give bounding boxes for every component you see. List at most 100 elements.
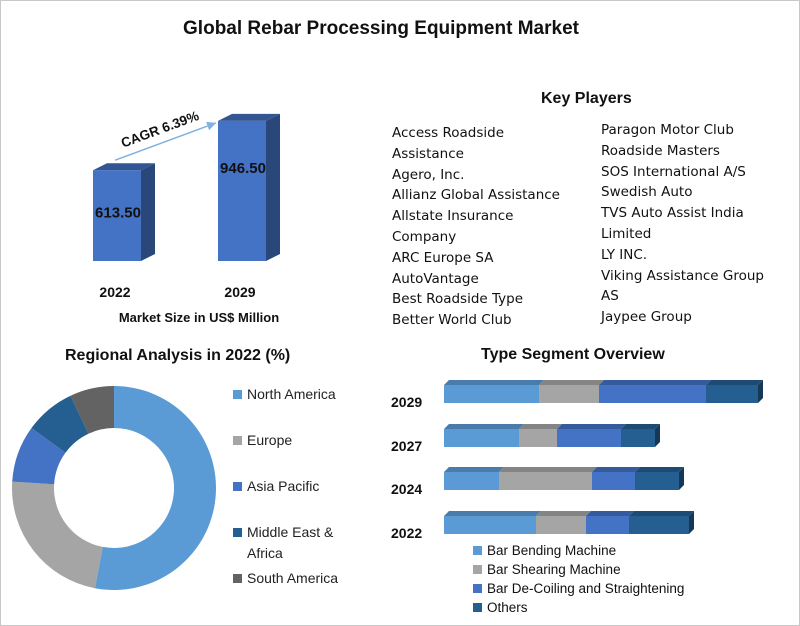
- key-player-line: Limited: [601, 225, 652, 242]
- legend-label: Asia Pacific: [247, 476, 319, 497]
- donut-slice-north-america: [94, 386, 217, 590]
- type-segment-title: Type Segment Overview: [481, 346, 665, 363]
- key-player-line: Access Roadside: [392, 125, 505, 141]
- donut-slice-middle-east-africa: [31, 395, 89, 453]
- bar-end: [655, 424, 660, 447]
- key-player-line: AutoVantage: [392, 270, 479, 287]
- segment-others: [629, 516, 689, 534]
- segment-bar-shearing-machine: [539, 385, 599, 403]
- key-player-line: Jaypee Group: [601, 309, 692, 326]
- legend-label-line: South America: [247, 570, 339, 586]
- legend-label-line: Asia Pacific: [247, 478, 320, 494]
- bar-2029: [218, 120, 266, 261]
- segment-bar-bending-machine: [444, 429, 519, 447]
- page-title: Global Rebar Processing Equipment Market: [183, 18, 579, 39]
- cagr-arrow: [114, 121, 217, 161]
- segment-bar-bending-machine: [444, 516, 536, 534]
- segment-bar-de-coiling-and-straightening: [592, 472, 635, 490]
- segment-bar-bending-machine: [444, 385, 539, 403]
- key-player-line: Best Roadside Type: [392, 291, 524, 308]
- legend-label: Bar De-Coiling and Straightening: [487, 581, 685, 596]
- segment-top: [444, 424, 524, 429]
- legend-label: Bar Bending Machine: [487, 543, 617, 558]
- key-players-left-column: Access Roadside Assistance Agero, Inc. Alli…: [392, 123, 560, 331]
- legend-swatch: [233, 390, 242, 399]
- legend-label-line: North America: [247, 386, 336, 402]
- segment-top: [539, 380, 604, 385]
- key-player-line: Company: [392, 228, 457, 245]
- segment-top: [586, 511, 634, 516]
- segment-top: [635, 467, 684, 472]
- key-player-line: Viking Assistance Group: [601, 267, 765, 284]
- segment-top: [557, 424, 626, 429]
- donut-slice-asia-pacific: [12, 428, 66, 485]
- key-player-line: TVS Auto Assist India: [601, 205, 744, 222]
- key-player-line: SOS International A/S: [601, 163, 746, 180]
- legend-label: Europe: [247, 430, 292, 451]
- segment-top: [444, 511, 541, 516]
- bar-top: [218, 113, 280, 121]
- key-player-line: Roadside Masters: [601, 142, 720, 159]
- segment-bar-bending-machine: [444, 472, 499, 490]
- donut-slice-south-america: [70, 386, 114, 434]
- bar-end: [758, 380, 763, 403]
- legend-swatch: [473, 546, 482, 555]
- bar-end: [689, 511, 694, 534]
- segment-top: [629, 511, 694, 516]
- legend-label-line: Africa: [247, 545, 283, 561]
- key-player-line: Assistance: [392, 145, 464, 162]
- legend-swatch: [473, 565, 482, 574]
- year-label: 2022: [391, 525, 422, 541]
- donut-slice-europe: [12, 481, 103, 589]
- type-segment-chart: 2029 2027 2024 2022: [391, 380, 763, 541]
- key-player-line: LY INC.: [601, 246, 648, 263]
- segment-top: [499, 467, 597, 472]
- legend-swatch: [233, 574, 242, 583]
- segment-bar-shearing-machine: [499, 472, 592, 490]
- legend-swatch: [473, 603, 482, 612]
- segment-bar-shearing-machine: [519, 429, 557, 447]
- legend-label: North America: [247, 384, 336, 405]
- year-label: 2029: [391, 394, 422, 410]
- bar-top: [93, 163, 155, 171]
- segment-top: [599, 380, 711, 385]
- bar-end: [679, 467, 684, 490]
- segment-top: [706, 380, 763, 385]
- segment-top: [519, 424, 562, 429]
- key-player-line: AS: [601, 288, 619, 305]
- segment-others: [706, 385, 758, 403]
- legend-label-line: Europe: [247, 432, 293, 448]
- category-label: 2022: [99, 284, 130, 300]
- key-player-line: Agero, Inc.: [392, 166, 465, 183]
- key-player-line: Swedish Auto: [601, 184, 693, 201]
- key-player-line: ARC Europe SA: [392, 249, 494, 266]
- segment-top: [592, 467, 640, 472]
- category-label: 2029: [224, 284, 255, 300]
- year-label: 2027: [391, 438, 422, 454]
- legend-label-line: Middle East &: [247, 524, 334, 540]
- market-size-subtitle: Market Size in US$ Million: [119, 310, 279, 325]
- legend-swatch: [233, 436, 242, 445]
- segment-top: [621, 424, 660, 429]
- segment-bar-de-coiling-and-straightening: [586, 516, 629, 534]
- legend-swatch: [233, 528, 242, 537]
- key-player-line: Paragon Motor Club: [601, 122, 734, 138]
- regional-donut-chart: [12, 386, 217, 590]
- segment-bar-de-coiling-and-straightening: [557, 429, 621, 447]
- key-player-line: Allstate Insurance: [392, 208, 514, 225]
- market-size-chart: 613.50 2022 946.50 2029 Market Size in US$ M…: [93, 108, 280, 325]
- key-players-title: Key Players: [541, 90, 632, 107]
- key-player-line: Allianz Global Assistance: [392, 187, 560, 204]
- legend-label: Middle East & Africa: [247, 522, 333, 564]
- key-players-right-column: Paragon Motor Club Roadside Masters SOS In…: [601, 120, 764, 328]
- bar-2022: [93, 170, 141, 261]
- bar-value-label: 613.50: [95, 205, 141, 222]
- legend-swatch: [473, 584, 482, 593]
- segment-top: [444, 467, 504, 472]
- bar-value-label: 946.50: [220, 160, 266, 177]
- segment-top: [536, 511, 591, 516]
- segment-top: [444, 380, 544, 385]
- key-player-line: Better World Club: [392, 312, 512, 329]
- legend-label: South America: [247, 568, 338, 589]
